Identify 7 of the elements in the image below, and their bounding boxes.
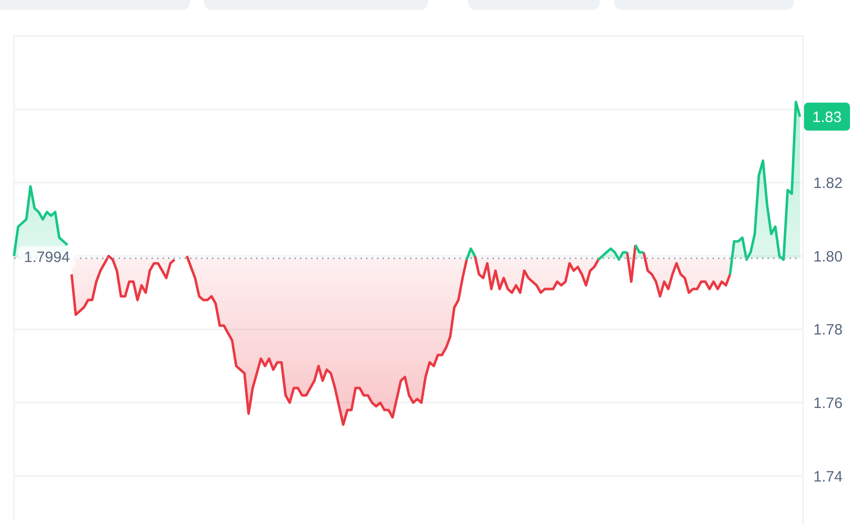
y-tick-label: 1.76 (813, 394, 843, 412)
y-tick-label: 1.80 (813, 248, 843, 266)
ref-line-label: 1.7994 (24, 249, 70, 266)
text: 1.83 (812, 108, 842, 126)
y-tick-label: 1.82 (813, 174, 843, 192)
y-tick-label: 1.78 (813, 322, 843, 339)
y-tick-label: 1.74 (813, 468, 843, 486)
